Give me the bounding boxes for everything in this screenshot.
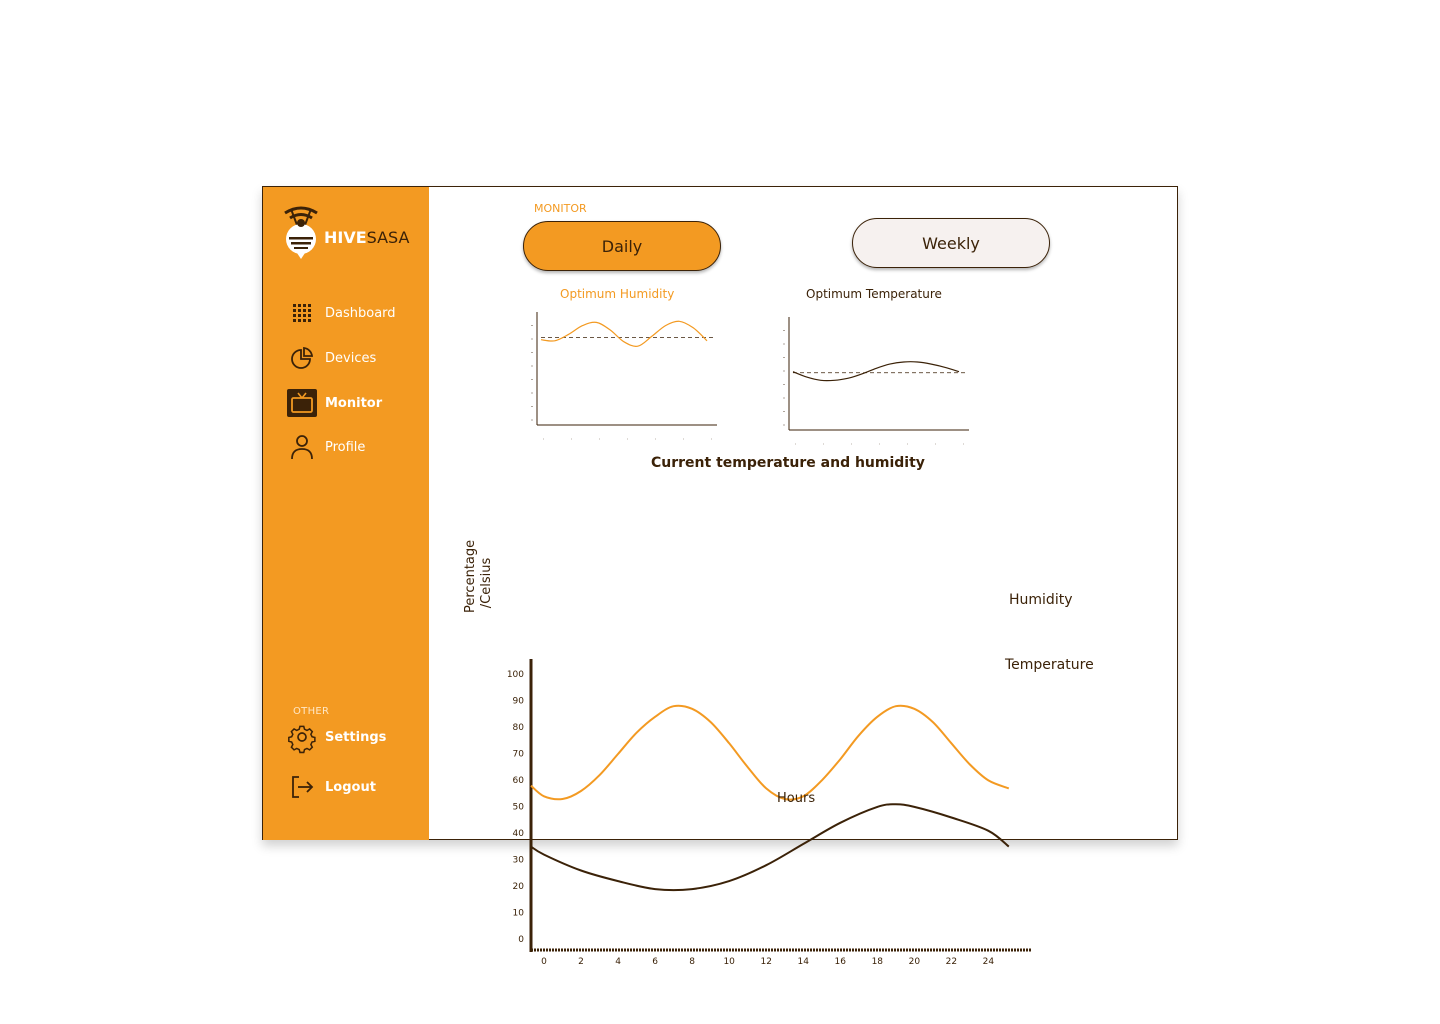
brand-part2: SASA	[366, 228, 410, 247]
y-tick-label: 20	[513, 882, 525, 892]
optimum-temperature-title: Optimum Temperature	[806, 287, 942, 301]
x-tick-label: 4	[615, 957, 621, 967]
optimum-humidity-series-line	[540, 320, 708, 347]
x-tick-label: 22	[946, 957, 957, 967]
y-tick-label: 70	[513, 750, 525, 760]
sidebar-item-devices[interactable]: Devices	[287, 344, 376, 372]
x-tick-label: 10	[723, 957, 735, 967]
y-tick-label: 90	[513, 697, 525, 707]
x-tick-label: 0	[541, 957, 547, 967]
main-content: MONITOR Daily Weekly Optimum Humidity Op…	[429, 187, 1177, 967]
app-window: HIVESASA Dashboard	[262, 186, 1178, 967]
temperature-series-line	[530, 803, 1010, 892]
sidebar-item-label: Monitor	[325, 395, 383, 411]
sidebar-item-profile[interactable]: Profile	[287, 433, 365, 461]
y-tick-label: 60	[513, 776, 525, 786]
x-tick-label: 18	[872, 957, 884, 967]
x-tick-label: 24	[983, 957, 995, 967]
sidebar-item-logout[interactable]: Logout	[287, 773, 376, 801]
settings-label: Settings	[325, 729, 387, 745]
y-tick-label: 50	[513, 803, 525, 813]
chart-title: Current temperature and humidity	[651, 455, 925, 471]
logout-label: Logout	[325, 779, 376, 795]
x-tick-label: 8	[689, 957, 695, 967]
x-tick-label: 6	[652, 957, 658, 967]
y-tick-label: 80	[513, 723, 525, 733]
x-axis-label: Hours	[777, 791, 816, 806]
sidebar-item-monitor[interactable]: Monitor	[287, 389, 382, 417]
humidity-series-line	[530, 704, 1010, 801]
temperature-series-label: Temperature	[1005, 657, 1094, 673]
y-tick-label: 30	[513, 856, 525, 866]
y-tick-label: 10	[513, 909, 525, 919]
optimum-temperature-chart	[783, 317, 969, 445]
x-tick-label: 12	[760, 957, 771, 967]
user-icon	[287, 433, 317, 461]
x-tick-label: 16	[835, 957, 847, 967]
grid-icon	[287, 299, 317, 327]
other-section-label: OTHER	[293, 706, 330, 717]
weekly-button[interactable]: Weekly	[852, 218, 1050, 268]
tv-icon	[287, 389, 317, 417]
sidebar-item-dashboard[interactable]: Dashboard	[287, 299, 396, 327]
y-tick-label: 0	[518, 935, 524, 945]
y-tick-label: 100	[507, 670, 524, 680]
sidebar-item-settings[interactable]: Settings	[287, 723, 387, 754]
optimum-humidity-title: Optimum Humidity	[560, 287, 675, 301]
optimum-temperature-series-line	[792, 361, 960, 382]
bee-logo-icon	[284, 206, 318, 259]
daily-button[interactable]: Daily	[523, 221, 721, 271]
logout-icon	[287, 773, 317, 801]
y-tick-label: 40	[513, 829, 525, 839]
brand-name: HIVESASA	[324, 228, 409, 247]
optimum-humidity-chart	[531, 312, 717, 440]
sidebar-item-label: Dashboard	[325, 305, 396, 321]
page-title: MONITOR	[534, 202, 587, 215]
sidebar-item-label: Profile	[325, 439, 366, 455]
gear-icon	[287, 723, 317, 754]
brand-part1: HIVE	[324, 228, 367, 247]
sidebar: HIVESASA Dashboard	[263, 187, 429, 840]
hivesasa-logo[interactable]: HIVESASA	[279, 205, 419, 261]
humidity-series-label: Humidity	[1009, 592, 1073, 608]
x-tick-label: 14	[798, 957, 810, 967]
x-tick-label: 2	[578, 957, 584, 967]
sidebar-item-label: Devices	[325, 350, 377, 366]
x-tick-label: 20	[909, 957, 921, 967]
y-axis-label: Percentage /Celsius	[463, 539, 494, 613]
pie-chart-icon	[287, 344, 317, 372]
